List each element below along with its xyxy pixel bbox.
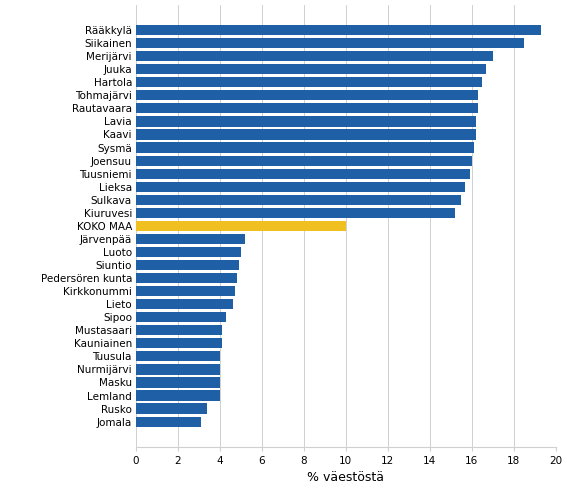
Bar	[136, 51, 493, 61]
Bar	[136, 325, 222, 335]
Bar	[136, 338, 222, 349]
Bar	[136, 38, 524, 48]
Bar	[136, 273, 237, 283]
Bar	[136, 194, 461, 205]
Bar	[136, 299, 232, 309]
Bar	[136, 77, 482, 87]
Bar	[136, 168, 469, 179]
Bar	[136, 156, 472, 165]
Bar	[136, 208, 455, 218]
Bar	[136, 404, 208, 414]
Bar	[136, 116, 476, 127]
Bar	[136, 351, 220, 361]
Bar	[136, 25, 541, 35]
Bar	[136, 364, 220, 375]
Bar	[136, 90, 478, 101]
Bar	[136, 142, 474, 153]
Bar	[136, 64, 486, 74]
Bar	[136, 260, 239, 270]
Bar	[136, 221, 346, 231]
Bar	[136, 390, 220, 401]
Bar	[136, 182, 466, 192]
Bar	[136, 378, 220, 387]
X-axis label: % väestöstä: % väestöstä	[307, 471, 384, 485]
Bar	[136, 234, 245, 244]
Bar	[136, 312, 226, 322]
Bar	[136, 247, 241, 257]
Bar	[136, 416, 201, 427]
Bar	[136, 130, 476, 139]
Bar	[136, 286, 235, 296]
Bar	[136, 103, 478, 113]
